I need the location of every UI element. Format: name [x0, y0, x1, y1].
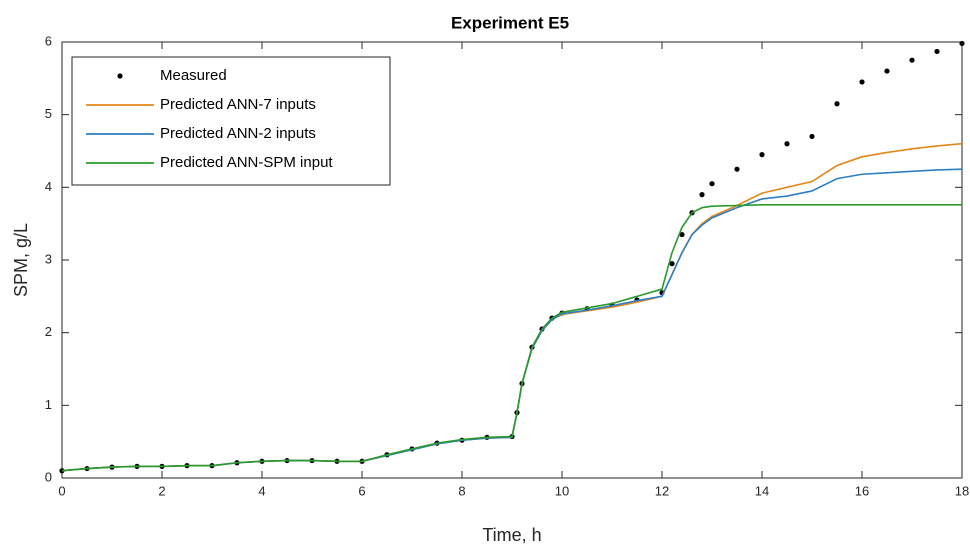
data-point — [834, 101, 840, 107]
x-tick-label: 2 — [158, 483, 165, 498]
data-point — [709, 181, 715, 187]
series-line — [61, 142, 963, 472]
data-point — [699, 192, 705, 198]
data-point — [759, 152, 765, 158]
legend-label: Measured — [160, 67, 227, 84]
legend-marker — [117, 73, 123, 79]
x-tick-label: 0 — [58, 483, 65, 498]
y-tick-label: 6 — [45, 33, 52, 48]
y-tick-label: 4 — [45, 179, 52, 194]
x-tick-label: 12 — [655, 483, 669, 498]
data-point — [859, 79, 865, 85]
x-tick-label: 18 — [955, 483, 969, 498]
x-tick-label: 16 — [855, 483, 869, 498]
data-point — [909, 57, 915, 63]
x-tick-label: 6 — [358, 483, 365, 498]
x-tick-label: 4 — [258, 483, 265, 498]
legend-label: Predicted ANN-7 inputs — [160, 96, 316, 113]
series-line — [61, 203, 962, 472]
x-tick-label: 8 — [458, 483, 465, 498]
y-tick-label: 3 — [45, 251, 52, 266]
data-point — [809, 133, 815, 140]
y-tick-label: 1 — [45, 397, 52, 412]
y-tick-label: 2 — [45, 324, 52, 339]
x-tick-label: 14 — [755, 483, 769, 498]
data-point — [679, 231, 685, 238]
x-tick-label: 10 — [555, 483, 569, 498]
legend-label: Predicted ANN-2 inputs — [160, 125, 316, 142]
y-axis-label: SPM, g/L — [11, 223, 31, 297]
data-point — [934, 48, 940, 55]
data-point — [959, 40, 965, 47]
x-axis-label: Time, h — [482, 525, 541, 545]
series-line — [61, 168, 963, 472]
data-point — [884, 68, 890, 74]
data-point — [734, 166, 740, 172]
y-tick-label: 0 — [45, 469, 52, 484]
legend-label: Predicted ANN-SPM input — [160, 154, 333, 171]
chart-title: Experiment E5 — [451, 13, 569, 32]
data-point — [669, 261, 675, 267]
data-point — [784, 141, 790, 147]
y-tick-label: 5 — [45, 106, 52, 121]
